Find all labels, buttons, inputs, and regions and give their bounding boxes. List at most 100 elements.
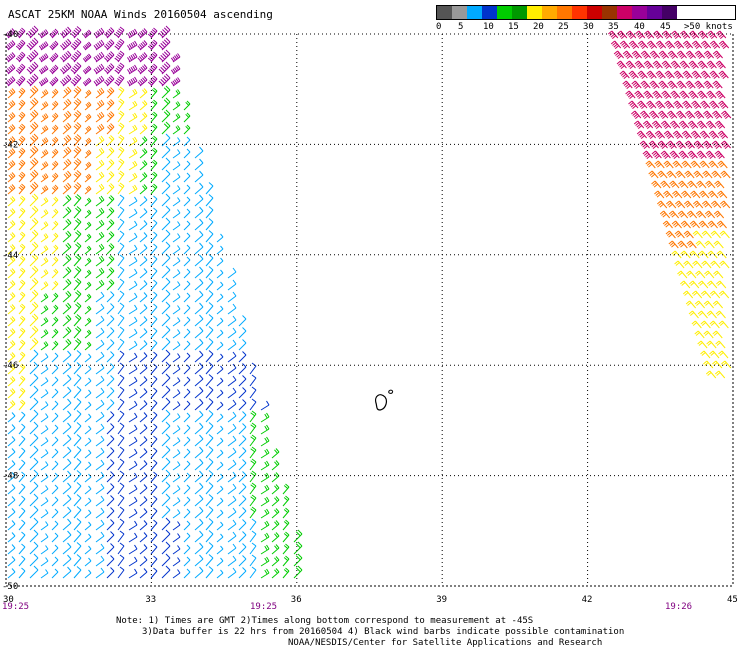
wind-barb (669, 150, 680, 159)
wind-barb (84, 473, 92, 483)
wind-barb (205, 362, 214, 375)
wind-barb (40, 437, 49, 447)
wind-barb (695, 270, 706, 279)
wind-barb (271, 448, 280, 459)
wind-barb (713, 210, 725, 219)
wind-barb (73, 542, 82, 555)
wind-barb (687, 180, 698, 189)
wind-barb (663, 160, 674, 169)
wind-barb (674, 230, 685, 239)
wind-barb (716, 220, 727, 229)
wind-barb (238, 435, 247, 447)
wind-barb (158, 61, 171, 75)
wind-barb (238, 567, 247, 579)
wind-barb (172, 461, 181, 471)
note-line-1: Note: 1) Times are GMT 2)Times along bot… (116, 616, 534, 626)
wind-barb (26, 61, 39, 75)
wind-barb (194, 350, 204, 363)
wind-barb (40, 149, 49, 159)
wind-barb (205, 350, 214, 363)
legend-label: 20 (533, 22, 544, 32)
wind-barb (700, 70, 711, 79)
wind-barb (147, 75, 158, 87)
wind-barb (713, 240, 724, 249)
wind-barb (51, 208, 59, 219)
wind-barb (40, 209, 49, 219)
wind-barb (18, 519, 26, 531)
wind-barb (73, 278, 82, 291)
wind-barb (664, 100, 675, 109)
wind-barb (5, 64, 16, 75)
wind-barb (161, 253, 171, 267)
wind-barb (717, 160, 728, 169)
wind-barb (29, 457, 39, 471)
wind-barb (652, 60, 663, 69)
wind-barb (161, 361, 171, 375)
wind-barb (73, 494, 82, 507)
wind-barb (282, 495, 290, 507)
wind-barb (227, 531, 237, 543)
wind-barb (657, 170, 668, 179)
legend-swatch (512, 6, 527, 19)
wind-barb (62, 242, 72, 255)
wind-barb (691, 70, 702, 79)
wind-barb (40, 341, 49, 351)
wind-barb (95, 243, 105, 255)
wind-barb (40, 317, 49, 327)
wind-barb (227, 423, 237, 435)
wind-barb (117, 98, 125, 111)
wind-barb (84, 341, 92, 351)
wind-barb (82, 29, 92, 39)
wind-barb (194, 218, 204, 231)
wind-barb (40, 389, 49, 399)
wind-barb (73, 146, 82, 159)
wind-barb (139, 184, 148, 195)
wind-barb (103, 39, 115, 51)
wind-barb (651, 150, 662, 159)
wind-barb (29, 325, 39, 339)
legend-label: 10 (483, 22, 494, 32)
wind-barb (84, 521, 92, 531)
wind-barb (718, 40, 730, 49)
wind-barb (29, 481, 39, 495)
wind-barb (238, 387, 247, 399)
wind-barb (194, 398, 204, 411)
wind-barb (40, 377, 49, 387)
wind-barb (645, 130, 657, 139)
lon-tick-label: 30 (3, 595, 14, 605)
wind-barb (139, 412, 148, 423)
wind-barb (260, 436, 270, 447)
wind-barb (150, 195, 158, 207)
wind-barb (716, 280, 727, 289)
wind-barb (172, 545, 181, 555)
wind-barb (62, 266, 72, 279)
wind-barb (117, 530, 125, 543)
wind-barb (161, 385, 171, 399)
wind-barb (62, 170, 72, 183)
wind-barb (29, 205, 39, 219)
wind-barb (161, 289, 171, 303)
wind-barb (216, 293, 224, 303)
wind-barb (661, 90, 672, 99)
wind-barb (158, 73, 171, 87)
wind-barb (689, 30, 700, 39)
wind-barb (29, 505, 39, 519)
wind-barb (150, 411, 158, 423)
wind-barb (183, 472, 191, 483)
wind-barb (205, 458, 214, 471)
wind-barb (127, 40, 138, 51)
wind-barb (84, 461, 92, 471)
wind-barb (95, 99, 105, 111)
wind-barb (671, 250, 682, 259)
lat-tick-label: -48 (2, 472, 18, 482)
wind-barb (238, 315, 247, 327)
wind-barb (161, 505, 171, 519)
wind-barb (673, 100, 684, 109)
wind-barb (139, 388, 148, 399)
wind-barb (18, 567, 26, 579)
wind-barb (7, 148, 16, 159)
wind-barb (114, 38, 125, 51)
wind-barb (150, 363, 158, 375)
wind-barb (150, 435, 158, 447)
wind-barb (216, 245, 224, 255)
